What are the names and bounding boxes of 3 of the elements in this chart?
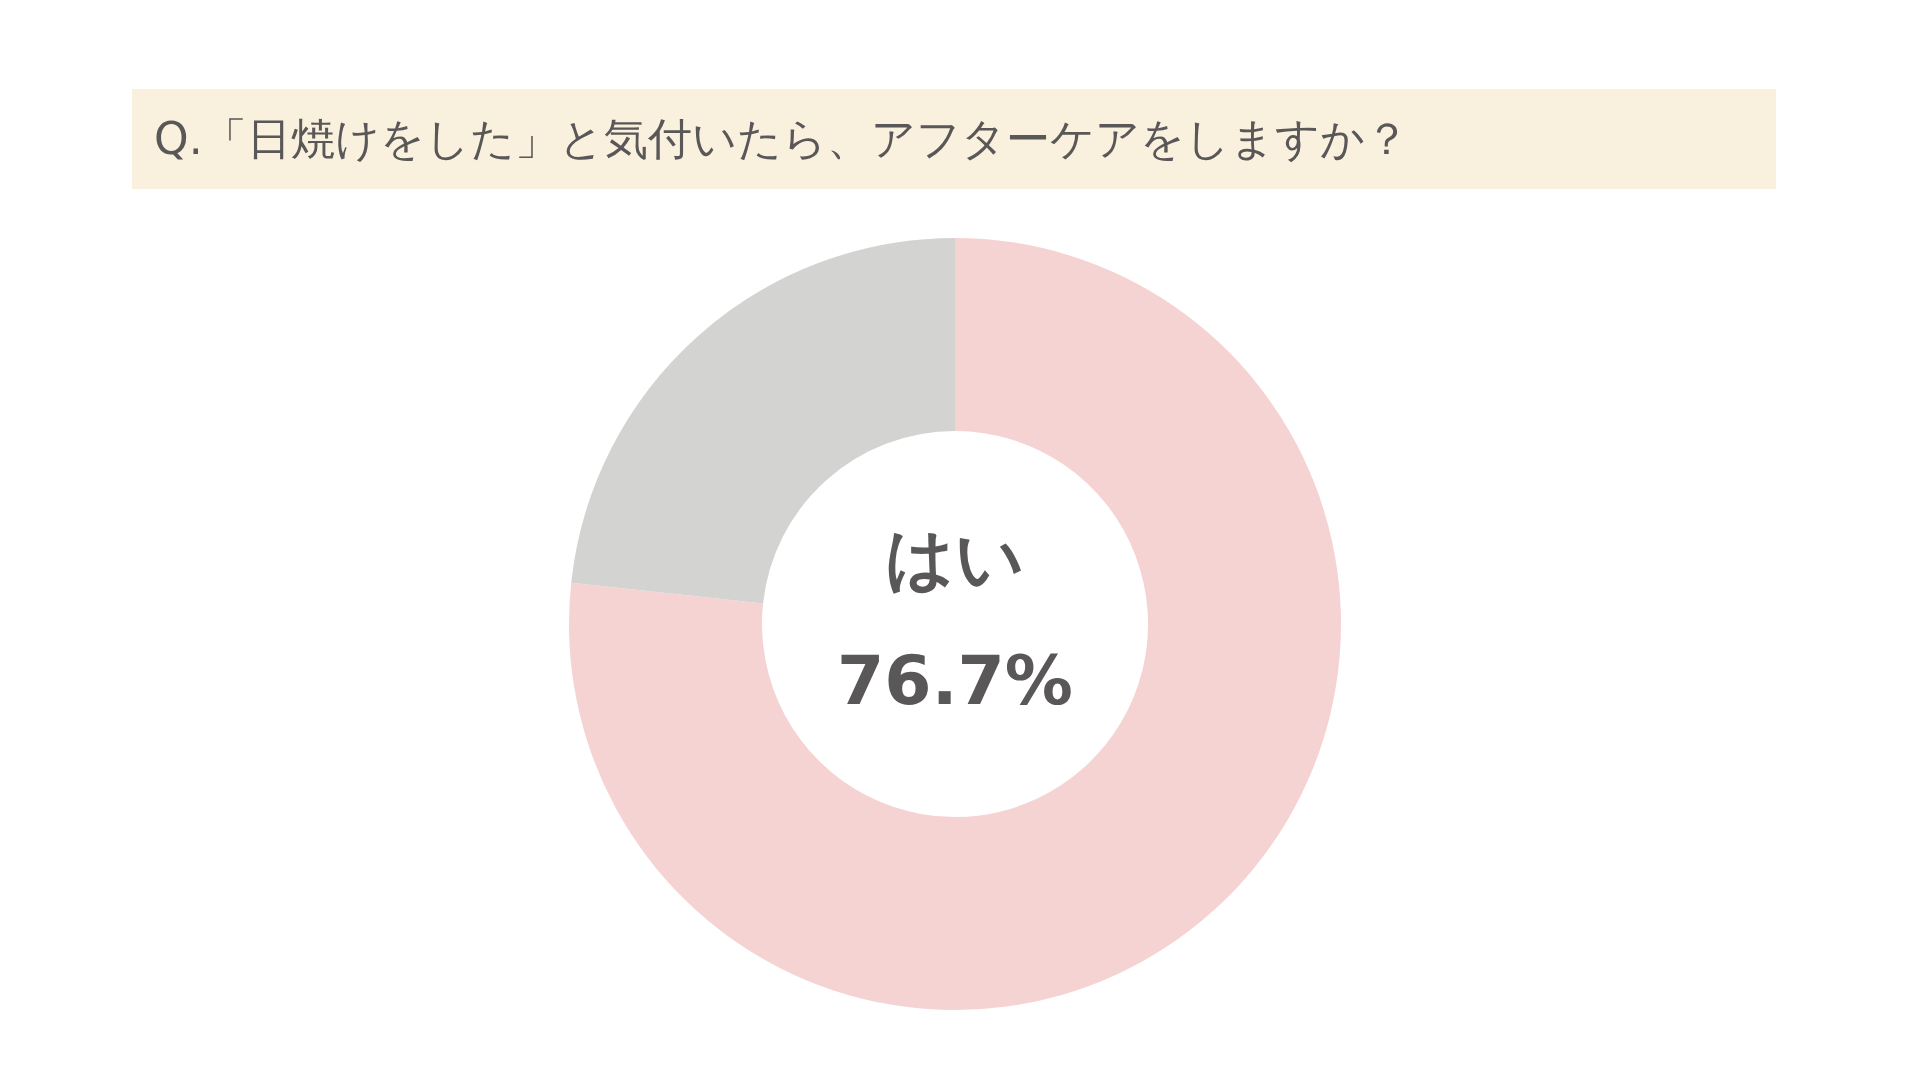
slice-label: はい (885, 518, 1025, 598)
data-label: 76.7% (837, 640, 1073, 720)
chart-title: Q.「日焼けをした」と気付いたら、アフターケアをしますか？ (132, 89, 1776, 189)
